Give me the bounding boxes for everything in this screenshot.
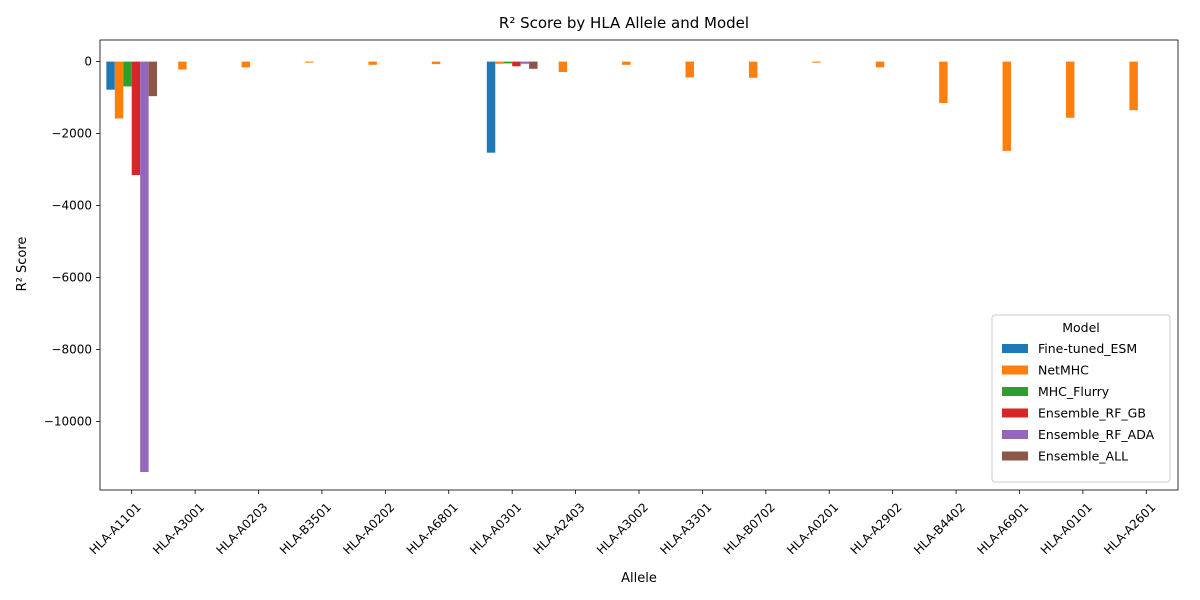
bar-ensemble-rf-gb-hla-a1101 (131, 61, 141, 175)
x-tick-label: HLA-A1101 (87, 500, 144, 557)
x-tick-label: HLA-A2601 (1101, 500, 1158, 557)
legend-entry[interactable]: Fine-tuned_ESM (1038, 341, 1137, 356)
x-tick-label: HLA-A2403 (531, 500, 588, 557)
bar-netmhc-hla-a0101 (1065, 61, 1075, 118)
legend-swatch (1002, 344, 1028, 353)
bar-netmhc-hla-a1101 (114, 61, 124, 119)
x-tick-label: HLA-A3301 (657, 500, 714, 557)
legend-entry[interactable]: Ensemble_RF_ADA (1038, 427, 1155, 442)
x-tick-label: HLA-B3501 (277, 500, 334, 557)
legend-box (991, 314, 1171, 483)
y-axis-title: R² Score (15, 237, 30, 292)
bar-ensemble-all-hla-a1101 (148, 61, 158, 97)
y-tick-label: −8000 (51, 343, 92, 357)
bar-netmhc-hla-b0702 (748, 61, 758, 78)
y-tick-label: 0 (84, 55, 92, 69)
bar-netmhc-hla-a3301 (685, 61, 694, 78)
bar-netmhc-hla-b3501 (305, 61, 314, 63)
legend-title: Model (1062, 320, 1100, 335)
x-tick-label: HLA-A6901 (974, 500, 1031, 557)
bar-netmhc-hla-a3002 (622, 61, 631, 65)
bar-netmhc-hla-a2902 (875, 61, 885, 68)
bar-netmhc-hla-a2601 (1129, 61, 1138, 111)
legend-swatch (1002, 430, 1028, 439)
x-tick-label: HLA-A3002 (594, 500, 651, 557)
x-tick-label: HLA-A0101 (1038, 500, 1095, 557)
bar-fine-tuned-esm-hla-a0301 (486, 61, 496, 153)
legend-swatch (1002, 408, 1028, 418)
legend-entry[interactable]: NetMHC (1038, 363, 1089, 378)
bar-mhc-flurry-hla-a0301 (503, 61, 513, 64)
y-tick-label: −10000 (44, 415, 92, 429)
y-axis: 0 −2000 −4000 −6000 −8000 −10000 (44, 55, 100, 429)
legend-entry[interactable]: Ensemble_ALL (1038, 449, 1128, 464)
legend-swatch (1002, 365, 1028, 375)
y-tick-label: −2000 (51, 127, 92, 141)
bar-netmhc-hla-a3001 (178, 61, 187, 70)
bar-netmhc-hla-a6801 (431, 61, 441, 65)
bar-ensemble-rf-gb-hla-a0301 (512, 61, 521, 67)
x-tick-label: HLA-A2902 (848, 500, 905, 557)
x-tick-label: HLA-B0702 (721, 500, 778, 557)
bar-netmhc-hla-a2403 (558, 61, 568, 73)
x-tick-label: HLA-A0201 (784, 500, 841, 557)
legend-entry[interactable]: Ensemble_RF_GB (1038, 406, 1146, 421)
x-tick-label: HLA-A3001 (150, 500, 207, 557)
bar-netmhc-hla-a0203 (241, 61, 251, 68)
x-tick-label: HLA-A0203 (213, 500, 270, 557)
x-axis: HLA-A1101 HLA-A3001 HLA-A0203 HLA-B3501 HLA-… (87, 490, 1158, 557)
legend-swatch (1002, 451, 1028, 461)
bar-ensemble-rf-ada-hla-a1101 (140, 61, 149, 472)
bar-netmhc-hla-a0301 (495, 61, 504, 64)
bar-fine-tuned-esm-hla-a1101 (106, 61, 115, 90)
y-tick-label: −6000 (51, 271, 92, 285)
legend[interactable]: Model Fine-tuned_ESM NetMHC MHC_Flurry Ensem… (991, 314, 1171, 483)
bar-ensemble-rf-ada-hla-a0301 (520, 61, 530, 64)
x-tick-label: HLA-B4402 (911, 500, 968, 557)
bar-mhc-flurry-hla-a1101 (123, 61, 132, 87)
legend-swatch (1002, 387, 1028, 396)
y-tick-label: −4000 (51, 199, 92, 213)
bar-netmhc-hla-a0202 (368, 61, 377, 65)
x-tick-label: HLA-A0202 (340, 500, 397, 557)
bars (106, 61, 1138, 472)
bar-netmhc-hla-a6901 (1002, 61, 1012, 151)
x-tick-label: HLA-A6801 (404, 500, 461, 557)
bar-netmhc-hla-a0201 (812, 61, 821, 63)
bar-ensemble-all-hla-a0301 (529, 61, 538, 69)
legend-entry[interactable]: MHC_Flurry (1038, 384, 1110, 399)
x-tick-label: HLA-A0301 (467, 500, 524, 557)
chart-title: R² Score by HLA Allele and Model (499, 14, 749, 32)
x-axis-title: Allele (621, 571, 657, 586)
bar-netmhc-hla-b4402 (939, 61, 948, 103)
